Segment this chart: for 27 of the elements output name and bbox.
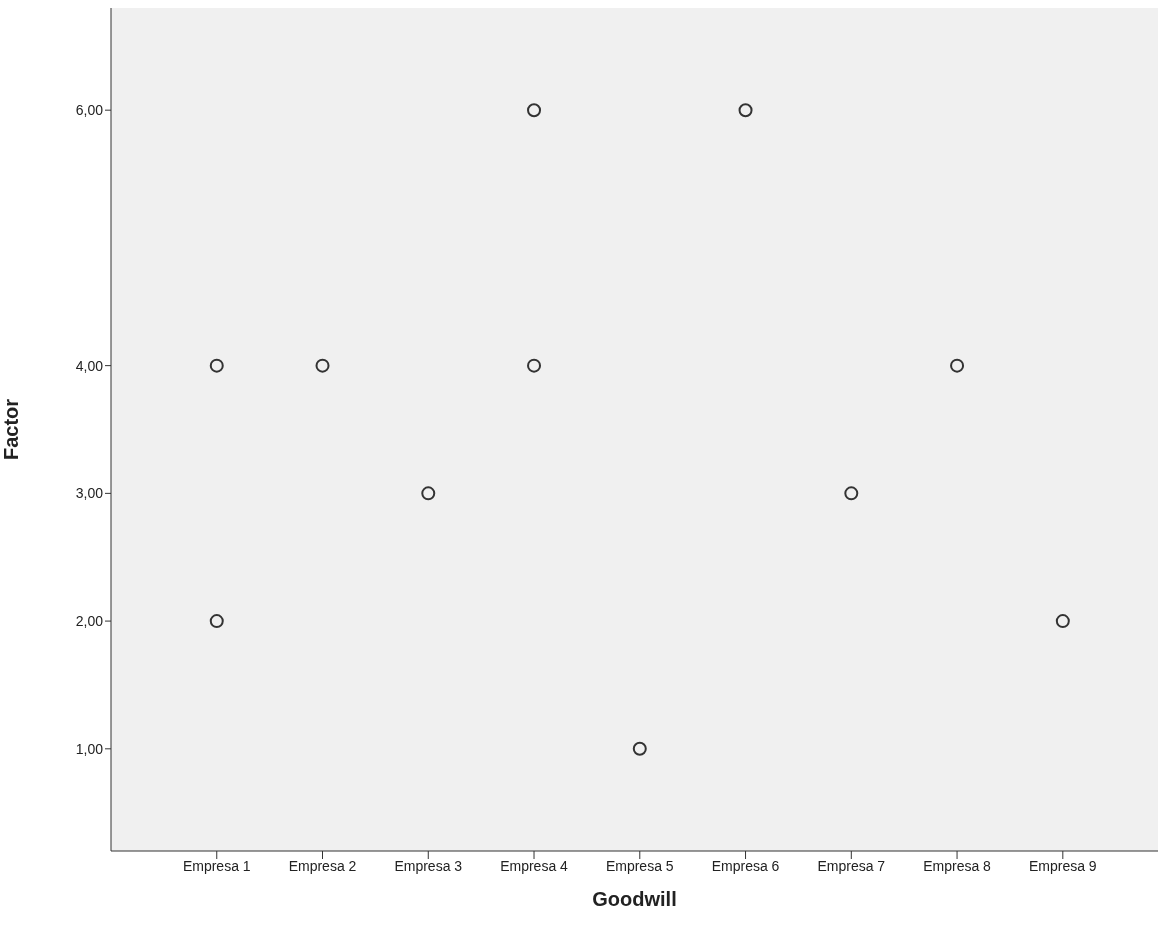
x-tick-label: Empresa 4 <box>500 857 569 874</box>
point <box>1055 614 1070 629</box>
x-tick-label: Empresa 2 <box>288 857 357 874</box>
y-tick-label: 4,00 <box>75 357 104 374</box>
point <box>738 103 753 118</box>
point <box>950 358 965 373</box>
y-tick-label: 3,00 <box>75 485 104 502</box>
point <box>527 103 542 118</box>
x-tick-label: Empresa 6 <box>711 857 780 874</box>
x-axis-title: Goodwill <box>592 888 677 910</box>
x-tick-label: Empresa 7 <box>817 857 886 874</box>
point <box>209 358 224 373</box>
x-tick-label: Empresa 1 <box>182 857 251 874</box>
point <box>632 741 647 756</box>
point <box>844 486 859 501</box>
x-tick-label: Empresa 3 <box>394 857 463 874</box>
x-tick-label: Empresa 9 <box>1028 857 1097 874</box>
point <box>209 614 224 629</box>
x-tick-label: Empresa 5 <box>605 857 674 874</box>
point <box>527 358 542 373</box>
y-axis-title: Factor <box>0 398 23 461</box>
y-tick-label: 2,00 <box>75 613 104 630</box>
y-tick-label: 6,00 <box>75 102 104 119</box>
point <box>315 358 330 373</box>
point <box>421 486 436 501</box>
x-tick-label: Empresa 8 <box>923 857 992 874</box>
y-tick-label: 1,00 <box>75 740 104 757</box>
